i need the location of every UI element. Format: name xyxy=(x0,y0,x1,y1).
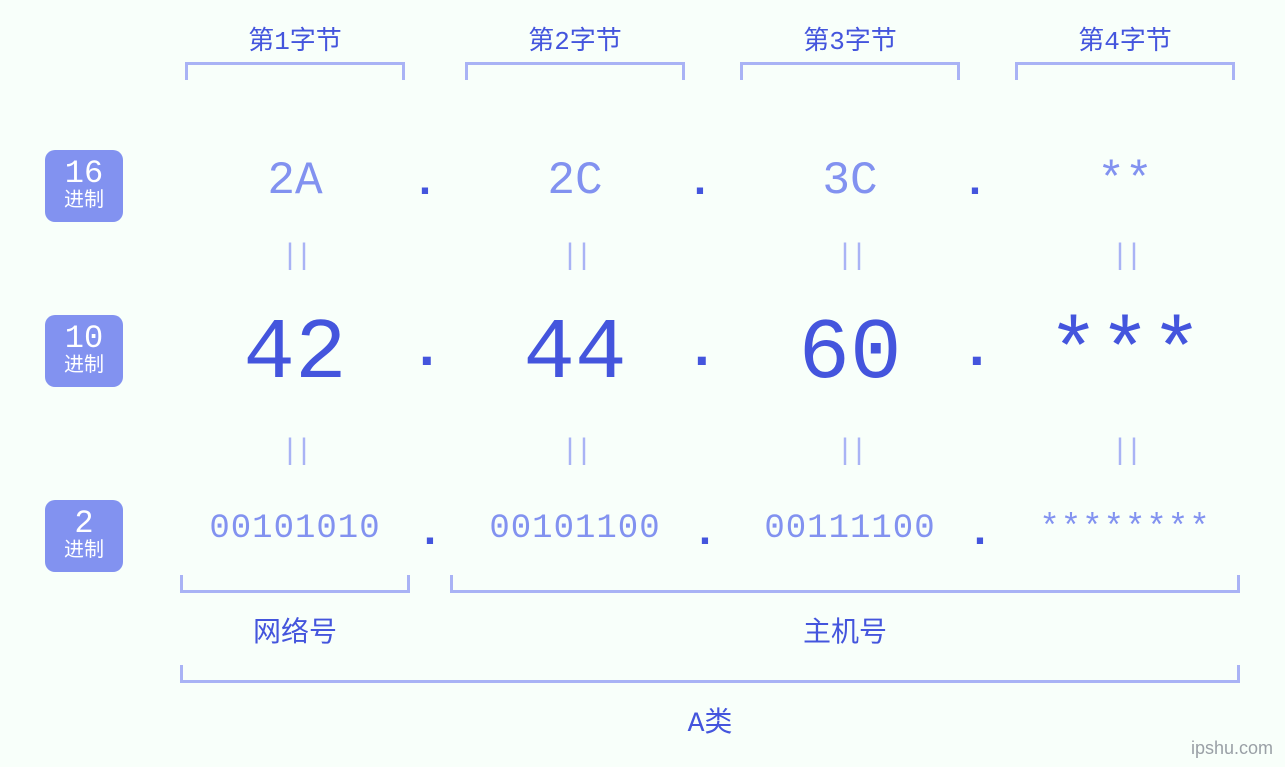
bin-dot-2: . xyxy=(690,508,720,558)
bin-dot-1: . xyxy=(415,508,445,558)
hex-dot-1: . xyxy=(410,158,440,208)
hex-byte-3: 3C xyxy=(735,155,965,207)
eq-hex-dec-1: || xyxy=(275,240,315,274)
eq-dec-bin-1: || xyxy=(275,435,315,469)
byte-label-3: 第3字节 xyxy=(735,20,965,57)
badge-bin: 2 进制 xyxy=(45,500,123,572)
badge-hex: 16 进制 xyxy=(45,150,123,222)
dec-dot-2: . xyxy=(685,318,715,382)
badge-dec: 10 进制 xyxy=(45,315,123,387)
dec-byte-1: 42 xyxy=(180,305,410,403)
top-bracket-2 xyxy=(465,62,685,80)
eq-hex-dec-3: || xyxy=(830,240,870,274)
net-bracket xyxy=(180,575,410,593)
dec-byte-2: 44 xyxy=(460,305,690,403)
dec-dot-1: . xyxy=(410,318,440,382)
top-bracket-1 xyxy=(185,62,405,80)
byte-label-1: 第1字节 xyxy=(180,20,410,57)
watermark: ipshu.com xyxy=(1191,738,1273,759)
badge-dec-label: 进制 xyxy=(45,357,123,377)
byte-label-4: 第4字节 xyxy=(1010,20,1240,57)
bin-byte-1: 00101010 xyxy=(170,510,420,548)
badge-hex-label: 进制 xyxy=(45,192,123,212)
hex-byte-4: ** xyxy=(1010,155,1240,207)
bin-byte-3: 00111100 xyxy=(725,510,975,548)
eq-dec-bin-4: || xyxy=(1105,435,1145,469)
dec-dot-3: . xyxy=(960,318,990,382)
hex-dot-2: . xyxy=(685,158,715,208)
byte-label-2: 第2字节 xyxy=(460,20,690,57)
eq-dec-bin-2: || xyxy=(555,435,595,469)
host-label: 主机号 xyxy=(450,610,1240,650)
bin-byte-4: ******** xyxy=(1000,510,1250,548)
dec-byte-4: *** xyxy=(1010,305,1240,403)
class-label: A类 xyxy=(180,700,1240,740)
eq-hex-dec-4: || xyxy=(1105,240,1145,274)
host-bracket xyxy=(450,575,1240,593)
top-bracket-3 xyxy=(740,62,960,80)
badge-bin-label: 进制 xyxy=(45,542,123,562)
hex-byte-2: 2C xyxy=(460,155,690,207)
badge-hex-number: 16 xyxy=(45,158,123,190)
eq-dec-bin-3: || xyxy=(830,435,870,469)
badge-bin-number: 2 xyxy=(45,508,123,540)
hex-byte-1: 2A xyxy=(180,155,410,207)
eq-hex-dec-2: || xyxy=(555,240,595,274)
net-label: 网络号 xyxy=(180,610,410,650)
hex-dot-3: . xyxy=(960,158,990,208)
bin-byte-2: 00101100 xyxy=(450,510,700,548)
top-bracket-4 xyxy=(1015,62,1235,80)
class-bracket xyxy=(180,665,1240,683)
dec-byte-3: 60 xyxy=(735,305,965,403)
badge-dec-number: 10 xyxy=(45,323,123,355)
bin-dot-3: . xyxy=(965,508,995,558)
